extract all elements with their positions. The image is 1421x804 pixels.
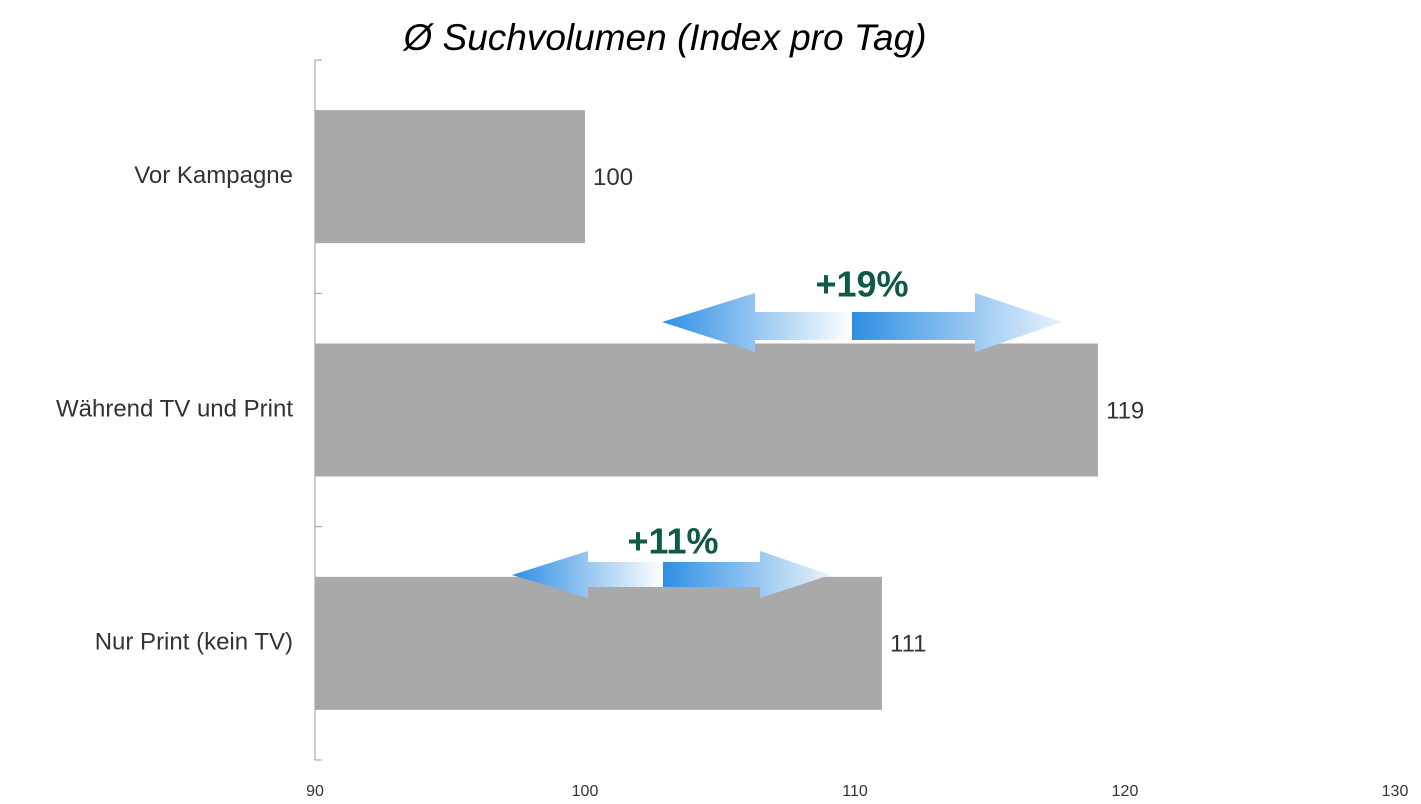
arrow-right <box>663 551 830 598</box>
value-label: 111 <box>890 631 926 658</box>
category-label: Während TV und Print <box>56 395 293 422</box>
arrow-right <box>852 293 1062 352</box>
bar <box>315 110 585 244</box>
x-tick-label: 100 <box>572 783 599 800</box>
chart-title: Ø Suchvolumen (Index pro Tag) <box>401 17 926 58</box>
x-tick-label: 90 <box>306 783 324 800</box>
bar <box>315 343 1098 477</box>
category-label: Nur Print (kein TV) <box>95 629 293 656</box>
arrow-11 <box>512 551 830 598</box>
arrow-19 <box>662 293 1062 352</box>
bar <box>315 576 882 710</box>
x-tick-label: 130 <box>1382 783 1409 800</box>
value-label: 119 <box>1106 397 1144 424</box>
arrow-left <box>512 551 663 598</box>
arrow-left <box>662 293 852 352</box>
x-tick-label: 110 <box>842 783 868 800</box>
value-label: 100 <box>593 164 633 191</box>
category-label: Vor Kampagne <box>134 162 293 189</box>
x-tick-label: 120 <box>1112 783 1139 800</box>
annotation: +11% <box>627 521 718 562</box>
annotation: +19% <box>815 264 908 305</box>
